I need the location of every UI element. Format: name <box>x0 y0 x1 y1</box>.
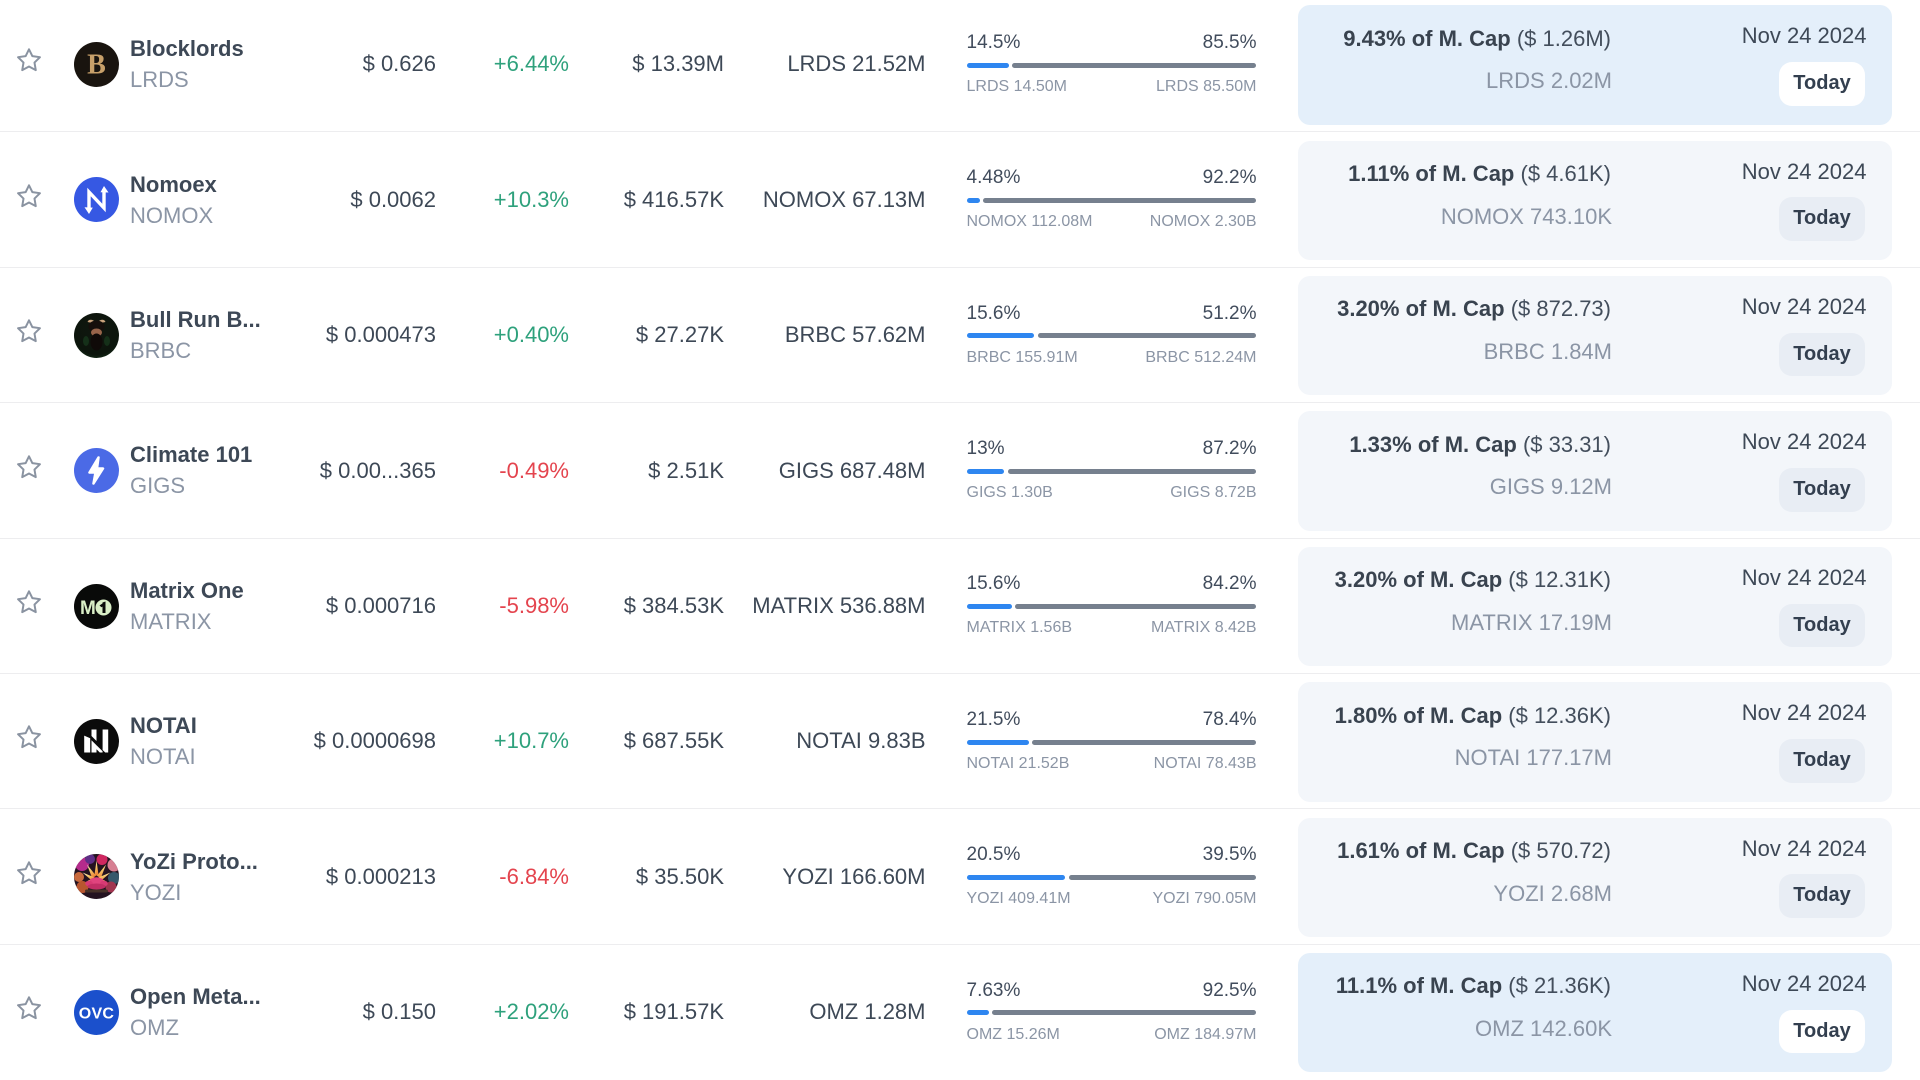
svg-text:B: B <box>87 50 106 81</box>
svg-text:M: M <box>80 598 96 619</box>
svg-text:OVC: OVC <box>79 1005 115 1022</box>
